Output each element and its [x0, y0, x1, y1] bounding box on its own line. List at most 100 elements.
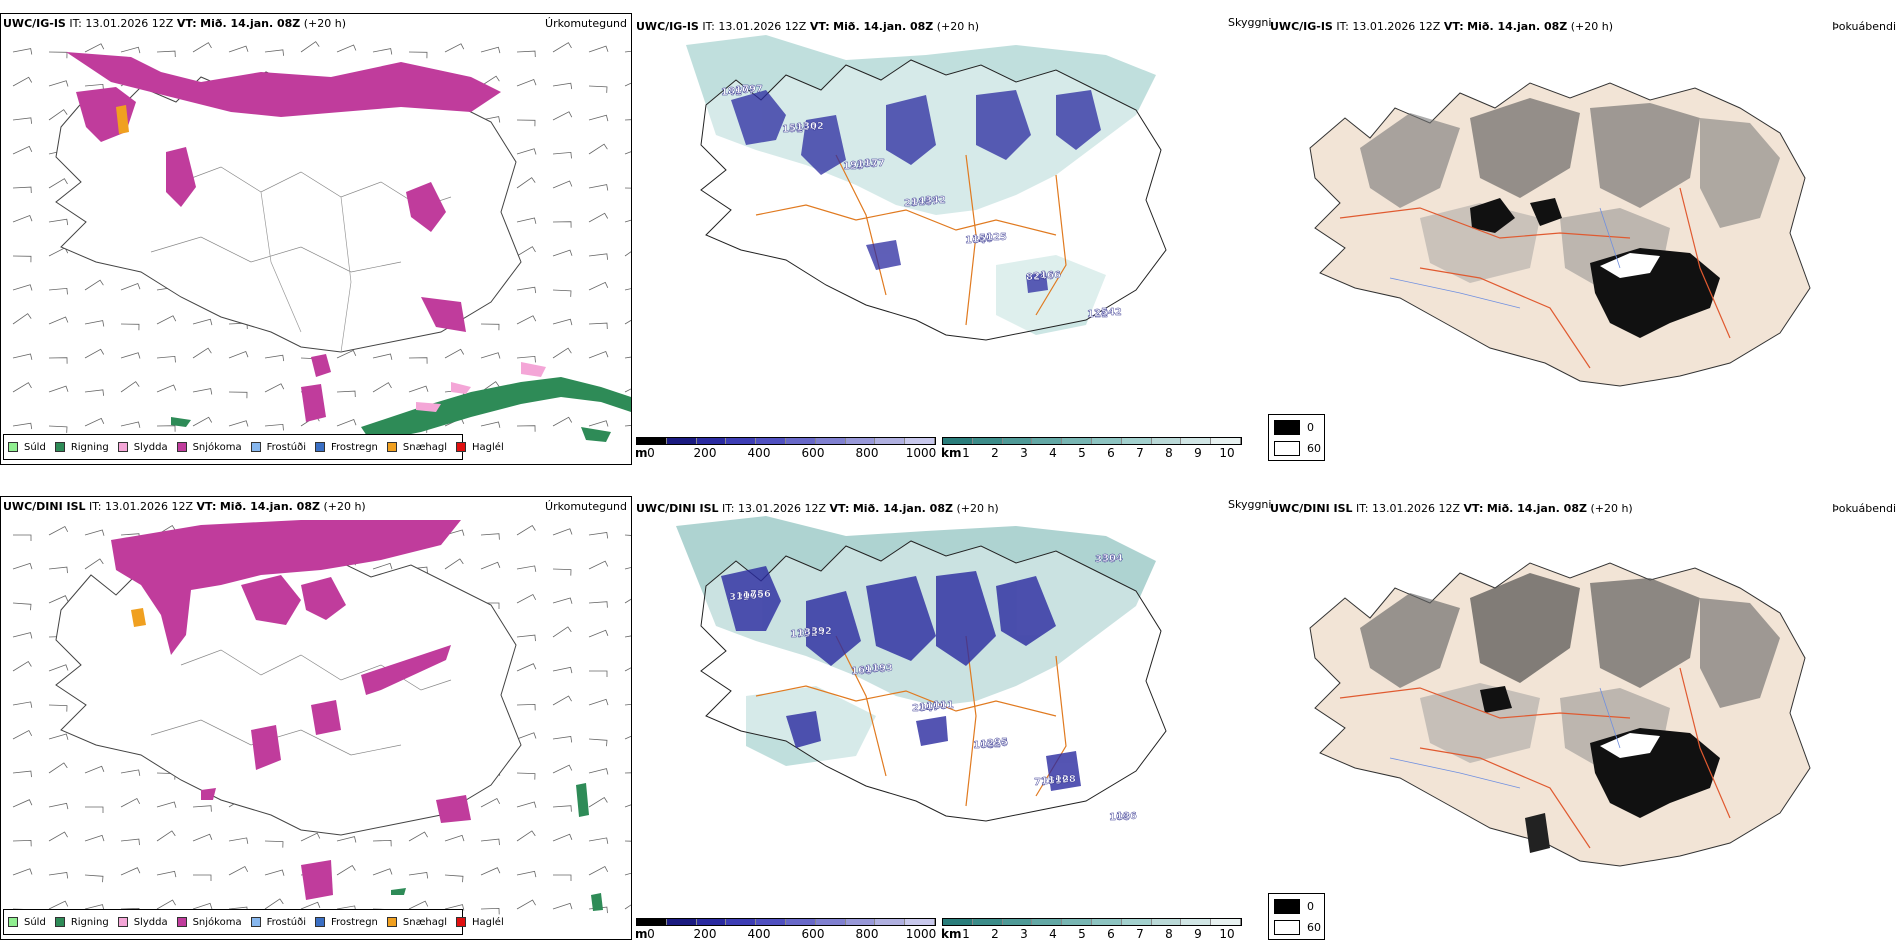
peak-height-label: 107 [919, 702, 940, 713]
wind-barb [624, 356, 631, 359]
wind-barb [624, 840, 631, 842]
wind-barb [228, 45, 249, 53]
wind-barb [552, 221, 572, 228]
peak-height-label: 304 [1102, 553, 1123, 564]
colorbar-cell [1062, 438, 1092, 444]
legend-item: Haglél [456, 917, 504, 928]
wind-barb [444, 558, 464, 570]
wind-barb [156, 899, 176, 910]
visibility-map-row1: 141 151 123 25 164 81 111 86 53 97 118 156 248 28 107 1… [686, 35, 1167, 341]
peak-height-label: 166 [1040, 270, 1061, 281]
wind-barb [553, 874, 572, 881]
colorbar-cell [875, 919, 906, 925]
wind-barb [264, 383, 285, 393]
wind-barb [12, 76, 33, 87]
wind-barb [156, 801, 177, 808]
wind-barb [588, 45, 609, 53]
wind-barb [192, 805, 212, 812]
legend-label: Súld [24, 441, 46, 453]
wind-barb [552, 666, 573, 674]
wind-barb [12, 284, 33, 291]
wind-barb [588, 796, 608, 808]
wind-barb [84, 83, 104, 91]
wind-barb [480, 75, 500, 87]
wind-barb [84, 389, 104, 396]
colorbar-cell [1211, 919, 1241, 925]
colorbar-cell [972, 919, 1003, 925]
colorbar-cell [726, 919, 757, 925]
peak-height-label: 154 [796, 122, 817, 133]
legend-label: Haglél [472, 916, 504, 928]
peak-height-label: 128 [1055, 774, 1076, 785]
legend-item: Snjókoma [176, 917, 242, 928]
peak-height-label: 457 [918, 196, 939, 207]
model-name: UWC/IG-IS [3, 17, 66, 30]
wind-barb [48, 385, 69, 393]
wind-barb [12, 632, 33, 639]
wind-barb [624, 82, 631, 87]
fog-map-row2 [1309, 562, 1811, 867]
fog-legend-label: 0 [1307, 900, 1314, 913]
legend-swatch [8, 917, 18, 927]
wind-barb [624, 119, 631, 121]
wind-barb [48, 178, 68, 189]
wind-barb [192, 833, 213, 842]
colorbar-tick: 10 [1219, 927, 1235, 941]
peak-height-label: 108 [1109, 812, 1130, 823]
wind-barb [588, 114, 609, 122]
wind-barb [552, 180, 573, 189]
wind-barb [516, 315, 537, 325]
colorbar-tick: 0 [647, 446, 655, 460]
peak-labels: 333 179 188 234 108 77 355 100 102 69 107 122 158 304… [729, 553, 1137, 823]
wind-barb [480, 352, 501, 359]
wind-barb [516, 565, 537, 572]
wind-barb [588, 532, 609, 539]
colorbar-tick: 400 [747, 927, 771, 941]
wind-barb [480, 907, 500, 915]
peak-height-label: 123 [843, 161, 864, 172]
wind-barb [48, 51, 68, 59]
peak-height-label: 797 [742, 84, 763, 95]
fog-legend-label: 0 [1307, 421, 1314, 434]
wind-barb [48, 733, 69, 740]
wind-barb [480, 421, 501, 428]
colorbar-tick: 10 [1219, 446, 1235, 460]
colorbar-cell [905, 438, 935, 444]
wind-barb [624, 598, 631, 604]
legend-item: Snjókoma [176, 442, 242, 453]
wind-barb [516, 524, 536, 536]
wind-barb [156, 870, 177, 878]
peak-height-label: 122 [980, 739, 1001, 750]
colorbar-cell [1181, 919, 1212, 925]
legend-label: Snæhagl [402, 441, 448, 453]
wind-barb [372, 562, 393, 570]
wind-barb [48, 316, 69, 325]
peak-height-label: 129 [1048, 775, 1069, 786]
wind-barb [516, 246, 536, 257]
peak-height-label: 102 [797, 628, 818, 639]
wind-barb [516, 217, 537, 224]
wind-barb [552, 695, 572, 706]
wind-barb [264, 49, 284, 56]
colorbar-cell [1032, 919, 1063, 925]
colorbar-cell [905, 919, 935, 925]
colorbar-cell [943, 438, 973, 444]
wind-barb [156, 425, 176, 432]
peak-height-label: 118 [911, 197, 932, 208]
colorbar-tick: 1 [962, 446, 970, 460]
wind-barb [588, 143, 608, 155]
wind-barb [48, 595, 69, 604]
wind-barb [624, 567, 631, 570]
legend-swatch [386, 917, 397, 927]
peak-height-label: 542 [1101, 307, 1122, 318]
colorbar-tick: 4 [1049, 446, 1057, 460]
wind-barb [120, 323, 140, 331]
colorbar-tick: 1000 [905, 446, 937, 460]
peak-height-label: 107 [735, 85, 756, 96]
panel-title: UWC/DINI ISL IT: 13.01.2026 12Z VT: Mið.… [3, 500, 366, 513]
colorbar-tick: 7 [1136, 927, 1144, 941]
high-terrain [731, 90, 1101, 293]
wind-barb [624, 534, 631, 536]
colorbar-tick: 6 [1107, 927, 1115, 941]
colorbar-tick: 7 [1136, 446, 1144, 460]
